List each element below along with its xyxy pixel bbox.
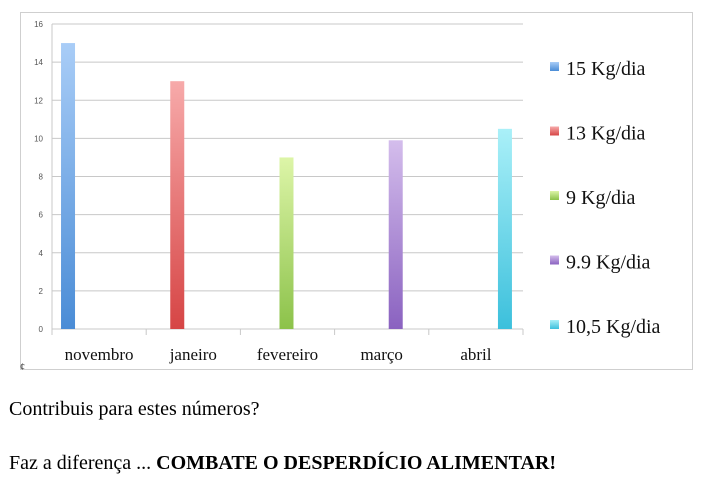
y-tick-label: 4 [39,249,44,258]
legend-swatch [550,62,559,71]
y-tick-label: 6 [39,211,44,220]
y-tick-label: 16 [34,20,43,29]
legend-swatch [550,126,559,136]
legend-label: 9.9 Kg/dia [566,252,651,274]
closing-emphasis: COMBATE O DESPERDÍCIO ALIMENTAR! [156,452,556,474]
legend-swatch [550,255,559,265]
y-tick-label: 12 [34,96,43,105]
bar [388,140,403,329]
bar [170,81,185,329]
closing-text: Faz a diferença ... COMBATE O DESPERDÍCI… [9,452,556,475]
y-tick-label: 2 [39,287,44,296]
bar-chart: 0 2 4 6 8 10 12 14 16 novembro janeiro fevereiro ma… [34,20,661,364]
stray-mark: ¢ [20,362,25,373]
y-tick-label: 14 [34,58,43,67]
bar [497,128,512,329]
x-category-label: fevereiro [257,345,318,364]
legend-swatch [550,191,559,200]
y-tick-label: 10 [34,134,43,143]
chart-frame: 0 2 4 6 8 10 12 14 16 novembro janeiro fevereiro ma… [20,12,693,370]
x-category-label: março [360,345,402,364]
x-category-label: abril [460,345,491,364]
legend-swatch [550,320,559,329]
legend-label: 10,5 Kg/dia [566,316,661,338]
y-tick-label: 8 [39,173,44,182]
legend-label: 13 Kg/dia [566,123,646,145]
y-tick-label: 0 [39,325,44,334]
question-text: Contribuis para estes números? [9,398,260,420]
legend-label: 15 Kg/dia [566,58,646,80]
x-category-label: janeiro [169,345,217,364]
legend-label: 9 Kg/dia [566,187,636,209]
bar [61,43,76,329]
closing-prefix: Faz a diferença ... [9,452,157,474]
bar [279,157,294,329]
x-category-label: novembro [65,345,134,364]
